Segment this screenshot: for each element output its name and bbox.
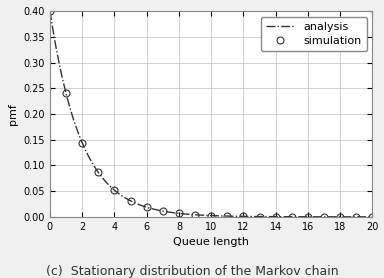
simulation [322, 215, 326, 219]
Legend: analysis, simulation: analysis, simulation [261, 17, 367, 51]
simulation [144, 205, 149, 209]
simulation [128, 199, 133, 202]
analysis [299, 215, 304, 219]
simulation [48, 9, 52, 13]
analysis [178, 212, 183, 215]
simulation [193, 213, 197, 217]
simulation [370, 215, 375, 219]
simulation [225, 214, 230, 218]
analysis [81, 143, 85, 146]
analysis [269, 215, 274, 218]
simulation [177, 212, 181, 215]
simulation [209, 214, 214, 217]
Line: simulation: simulation [46, 8, 376, 220]
simulation [257, 215, 262, 218]
simulation [64, 92, 68, 95]
simulation [354, 215, 359, 219]
simulation [273, 215, 278, 218]
analysis [48, 9, 52, 13]
Y-axis label: pmf: pmf [8, 103, 18, 125]
analysis [190, 213, 194, 216]
simulation [161, 209, 165, 213]
X-axis label: Queue length: Queue length [173, 237, 249, 247]
simulation [112, 188, 117, 192]
Text: (c)  Stationary distribution of the Markov chain: (c) Stationary distribution of the Marko… [46, 265, 338, 278]
simulation [96, 171, 101, 174]
analysis [370, 215, 375, 219]
simulation [241, 215, 246, 218]
simulation [338, 215, 343, 219]
analysis [305, 215, 310, 219]
simulation [80, 141, 84, 145]
simulation [306, 215, 310, 219]
simulation [290, 215, 294, 219]
Line: analysis: analysis [50, 11, 372, 217]
